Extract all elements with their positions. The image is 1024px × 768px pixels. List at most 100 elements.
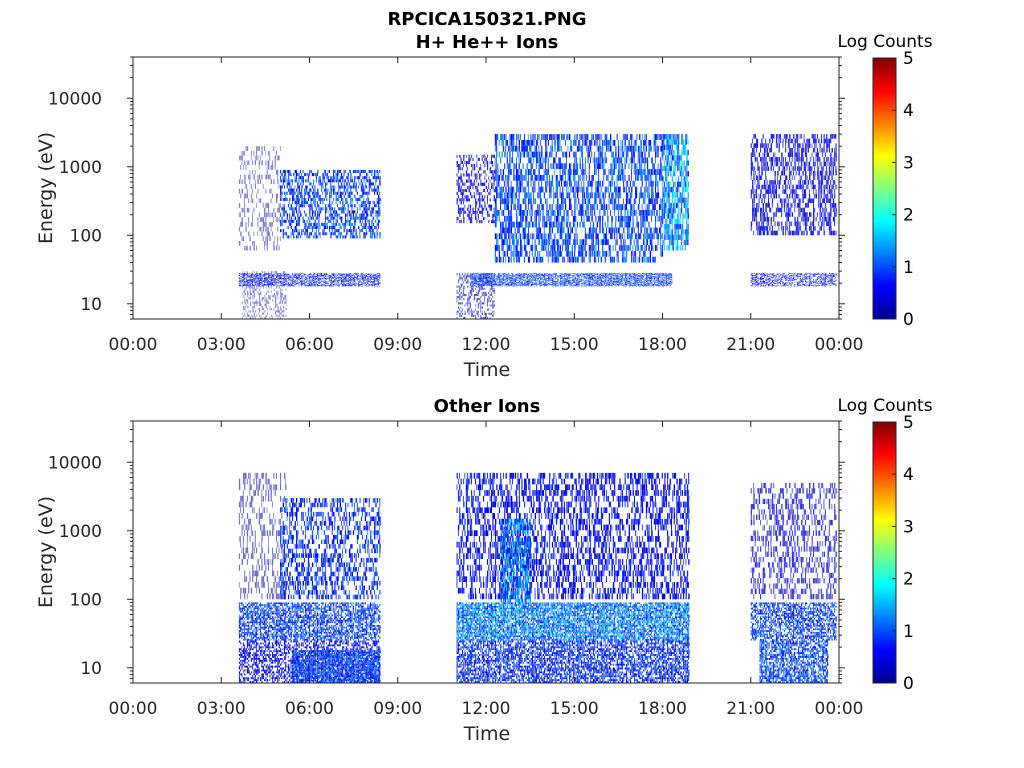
spectrogram-cell	[318, 278, 320, 280]
spectrogram-cell	[518, 134, 520, 140]
spectrogram-cell	[368, 285, 370, 286]
spectrogram-cell	[550, 227, 552, 234]
spectrogram-cell	[579, 174, 581, 181]
spectrogram-cell	[588, 169, 590, 175]
spectrogram-cell	[274, 280, 276, 281]
spectrogram-cell	[459, 312, 461, 315]
spectrogram-cell	[350, 276, 351, 277]
spectrogram-cell	[464, 275, 466, 278]
spectrogram-cell	[363, 274, 365, 275]
spectrogram-cell	[299, 182, 302, 186]
spectrogram-cell	[261, 305, 263, 309]
spectrogram-cell	[282, 277, 284, 279]
spectrogram-cell	[337, 204, 338, 208]
spectrogram-cell	[364, 282, 366, 284]
spectrogram-cell	[519, 186, 522, 193]
spectrogram-cell	[469, 216, 471, 221]
spectrogram-cell	[292, 207, 293, 211]
spectrogram-cell	[327, 179, 330, 183]
spectrogram-cell	[328, 285, 331, 286]
spectrogram-cell	[609, 233, 612, 240]
spectrogram-cell	[262, 184, 264, 189]
spectrogram-cell	[487, 160, 489, 165]
spectrogram-cell	[542, 256, 544, 263]
spectrogram-cell	[523, 209, 526, 216]
spectrogram-cell	[599, 163, 601, 170]
spectrogram-cell	[616, 134, 618, 140]
spectrogram-cell	[364, 185, 366, 189]
spectrogram-cell	[574, 134, 576, 140]
spectrogram-cell	[522, 151, 524, 158]
spectrogram-cell	[555, 151, 557, 158]
spectrogram-cell	[250, 222, 252, 227]
spectrogram-cell	[301, 284, 303, 286]
spectrogram-cell	[620, 209, 622, 216]
spectrogram-cell	[367, 274, 369, 275]
spectrogram-cell	[270, 281, 272, 283]
spectrogram-cell	[568, 221, 570, 228]
spectrogram-cell	[289, 219, 291, 223]
spectrogram-cell	[245, 226, 247, 232]
spectrogram-cell	[518, 233, 520, 240]
spectrogram-cell	[334, 222, 336, 226]
spectrogram-cell	[314, 210, 316, 214]
spectrogram-cell	[261, 285, 263, 287]
spectrogram-cell	[320, 274, 323, 275]
spectrogram-cell	[568, 134, 571, 140]
spectrogram-cell	[376, 279, 378, 281]
spectrogram-cell	[301, 173, 302, 177]
spectrogram-cell	[553, 157, 555, 164]
spectrogram-cell	[570, 204, 572, 210]
spectrogram-cell	[590, 256, 591, 263]
spectrogram-cell	[294, 277, 296, 278]
spectrogram-cell	[373, 278, 375, 280]
spectrogram-cell	[332, 274, 335, 276]
spectrogram-cell	[631, 145, 633, 152]
spectrogram-cell	[306, 185, 308, 189]
spectrogram-cell	[247, 299, 249, 302]
spectrogram-cell	[298, 191, 300, 195]
spectrogram-cell	[297, 279, 298, 281]
spectrogram-cell	[307, 191, 310, 195]
spectrogram-cell	[599, 145, 601, 152]
spectrogram-cell	[621, 145, 624, 152]
spectrogram-cell	[256, 273, 258, 274]
spectrogram-cell	[271, 274, 274, 276]
spectrogram-cell	[264, 273, 266, 275]
spectrogram-cell	[359, 278, 361, 280]
spectrogram-cell	[496, 163, 497, 170]
spectrogram-cell	[247, 314, 249, 317]
spectrogram-cell	[355, 273, 357, 274]
spectrogram-cell	[328, 274, 330, 276]
spectrogram-cell	[611, 145, 613, 152]
spectrogram-cell	[354, 182, 355, 186]
spectrogram-cell	[603, 192, 605, 199]
spectrogram-cell	[284, 176, 285, 180]
spectrogram-cell	[530, 163, 532, 170]
spectrogram-cell	[553, 192, 554, 199]
spectrogram-cell	[244, 290, 246, 293]
spectrogram-cell	[523, 233, 526, 240]
spectrogram-cell	[248, 310, 250, 313]
spectrogram-cell	[254, 284, 256, 286]
spectrogram-cell	[238, 226, 241, 232]
spectrogram-cell	[368, 229, 370, 233]
spectrogram-cell	[592, 245, 594, 251]
spectrogram-cell	[480, 287, 482, 290]
spectrogram-cell	[587, 209, 589, 216]
spectrogram-cell	[317, 273, 318, 274]
spectrogram-cell	[280, 299, 281, 302]
spectrogram-cell	[582, 209, 584, 216]
spectrogram-cell	[253, 276, 255, 277]
spectrogram-cell	[369, 274, 371, 276]
spectrogram-cell	[628, 186, 630, 193]
spectrogram-cell	[506, 198, 508, 205]
spectrogram-cell	[376, 173, 378, 177]
spectrogram-cell	[582, 169, 584, 175]
spectrogram-cell	[575, 169, 577, 175]
spectrogram-cell	[344, 235, 347, 239]
spectrogram-cell	[500, 157, 502, 164]
spectrogram-cell	[279, 273, 282, 274]
spectrogram-cell	[334, 283, 336, 285]
spectrogram-cell	[479, 289, 481, 292]
